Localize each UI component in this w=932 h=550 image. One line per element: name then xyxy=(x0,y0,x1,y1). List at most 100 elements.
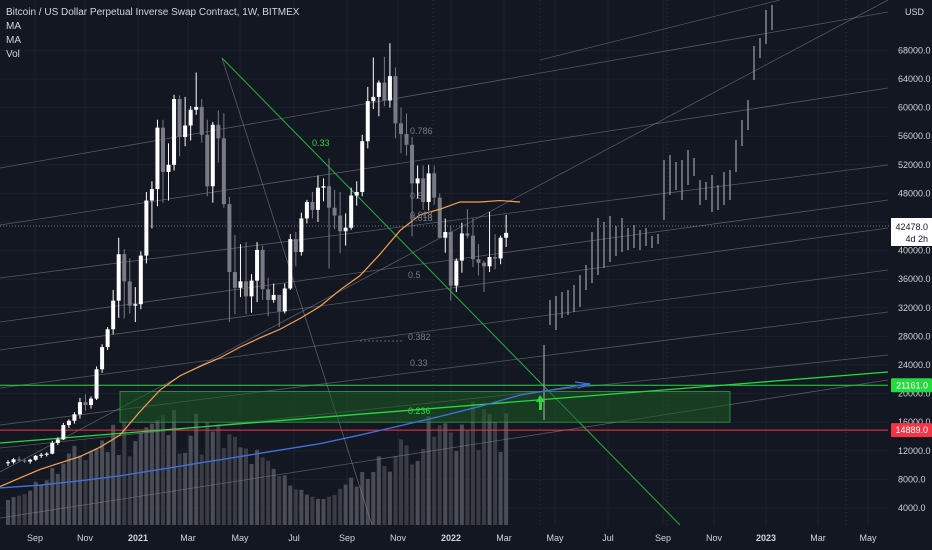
candle-body xyxy=(232,272,237,288)
volume-bar xyxy=(216,424,221,525)
candle-body xyxy=(149,189,154,201)
price-tick-label: 64000.0 xyxy=(898,74,931,84)
candle-body xyxy=(476,259,481,263)
time-tick-label: 2022 xyxy=(441,533,461,543)
candle-body xyxy=(244,281,249,297)
candle-body xyxy=(133,304,138,306)
candle-body xyxy=(33,455,38,460)
volume-bar xyxy=(415,460,420,525)
fan-line xyxy=(0,199,889,323)
volume-bar xyxy=(376,456,381,525)
upper-level-tag-bg xyxy=(891,378,932,393)
candle-body xyxy=(332,207,337,216)
candle-body xyxy=(482,262,487,267)
candle-body xyxy=(183,125,188,137)
volume-bar xyxy=(221,448,226,525)
indicator-ma-2[interactable]: MA xyxy=(6,35,21,46)
price-tick-label: 48000.0 xyxy=(898,188,931,198)
fan-line xyxy=(0,379,889,519)
volume-bar xyxy=(105,452,110,525)
volume-bar xyxy=(50,467,55,525)
candle-body xyxy=(398,123,403,135)
projection-bars xyxy=(543,5,773,420)
candle-body xyxy=(194,106,199,110)
time-tick-label: May xyxy=(859,533,877,543)
fib-label: 0.33 xyxy=(312,138,330,148)
candle-body xyxy=(282,288,287,312)
volume-bar xyxy=(205,422,210,525)
candle-body xyxy=(17,459,22,461)
candle-body xyxy=(44,453,49,455)
candle-body xyxy=(448,232,453,286)
volume-bar xyxy=(465,430,470,525)
candle-body xyxy=(28,459,33,462)
candle-body xyxy=(277,294,282,312)
lower-level-tag: 14889.0 xyxy=(891,423,932,438)
volume-bar xyxy=(210,431,215,525)
time-axis[interactable]: Sep Nov 2021 Mar May Jul Sep Nov 2022 Mar May Jul Se… xyxy=(27,533,877,543)
indicator-vol[interactable]: Vol xyxy=(6,49,20,60)
candle-body xyxy=(210,124,215,187)
lower-level-tag-bg xyxy=(891,423,932,438)
price-tick-label: 16000.0 xyxy=(898,417,931,427)
volume-bar xyxy=(55,473,60,525)
symbol-title[interactable]: Bitcoin / US Dollar Perpetual Inverse Sw… xyxy=(6,7,300,18)
candle-body xyxy=(100,347,105,370)
candle-body xyxy=(111,300,116,330)
volume-bar xyxy=(249,463,254,525)
candle-body xyxy=(199,106,204,135)
candles xyxy=(6,43,509,466)
volume-bar xyxy=(244,448,249,525)
volume-bar xyxy=(17,495,22,525)
candle-body xyxy=(72,414,77,421)
volume-bar xyxy=(365,478,370,525)
candle-body xyxy=(188,109,193,126)
candle-body xyxy=(61,425,66,440)
indicator-ma-1[interactable]: MA xyxy=(6,21,21,32)
candle-body xyxy=(426,173,431,202)
volume-bar xyxy=(327,496,332,525)
candle-body xyxy=(365,101,370,142)
candle-body xyxy=(360,141,365,192)
fib-label: 0.786 xyxy=(410,126,433,136)
volume-bar xyxy=(149,423,154,525)
candle-body xyxy=(376,82,381,97)
volume-bar xyxy=(437,425,442,525)
volume-bar xyxy=(387,471,392,525)
candle-body xyxy=(205,134,210,187)
candle-body xyxy=(122,254,127,282)
volume-bar xyxy=(66,453,71,525)
candle-body xyxy=(498,237,503,259)
fib-label: 0.236 xyxy=(408,406,431,416)
time-tick-label: Sep xyxy=(339,533,355,543)
candle-body xyxy=(22,460,27,462)
ma-slow-line xyxy=(0,382,591,489)
candle-body xyxy=(94,369,99,399)
candle-body xyxy=(454,260,459,286)
candle-body xyxy=(77,402,82,415)
volume-bar xyxy=(194,413,199,525)
volume-bars xyxy=(6,401,509,525)
volume-bar xyxy=(77,455,82,525)
volume-bar xyxy=(111,424,116,525)
volume-bar xyxy=(72,445,77,525)
candle-body xyxy=(293,239,298,253)
price-axis[interactable]: 4000.0 8000.0 12000.0 16000.0 20000.0 24000.0… xyxy=(898,7,931,513)
trend-line xyxy=(221,57,373,526)
volume-bar xyxy=(133,441,138,525)
candle-body xyxy=(421,178,426,202)
candle-body xyxy=(437,197,442,238)
fib-label: 0.33 xyxy=(410,358,428,368)
volume-bar xyxy=(421,448,426,525)
volume-bar xyxy=(487,414,492,525)
volume-bar xyxy=(398,439,403,525)
volume-bar xyxy=(94,449,99,525)
candle-body xyxy=(288,239,293,289)
candle-body xyxy=(227,204,232,273)
volume-bar xyxy=(476,449,481,525)
candle-body xyxy=(50,442,55,454)
candle-body xyxy=(404,134,409,145)
volume-bar xyxy=(122,421,127,525)
